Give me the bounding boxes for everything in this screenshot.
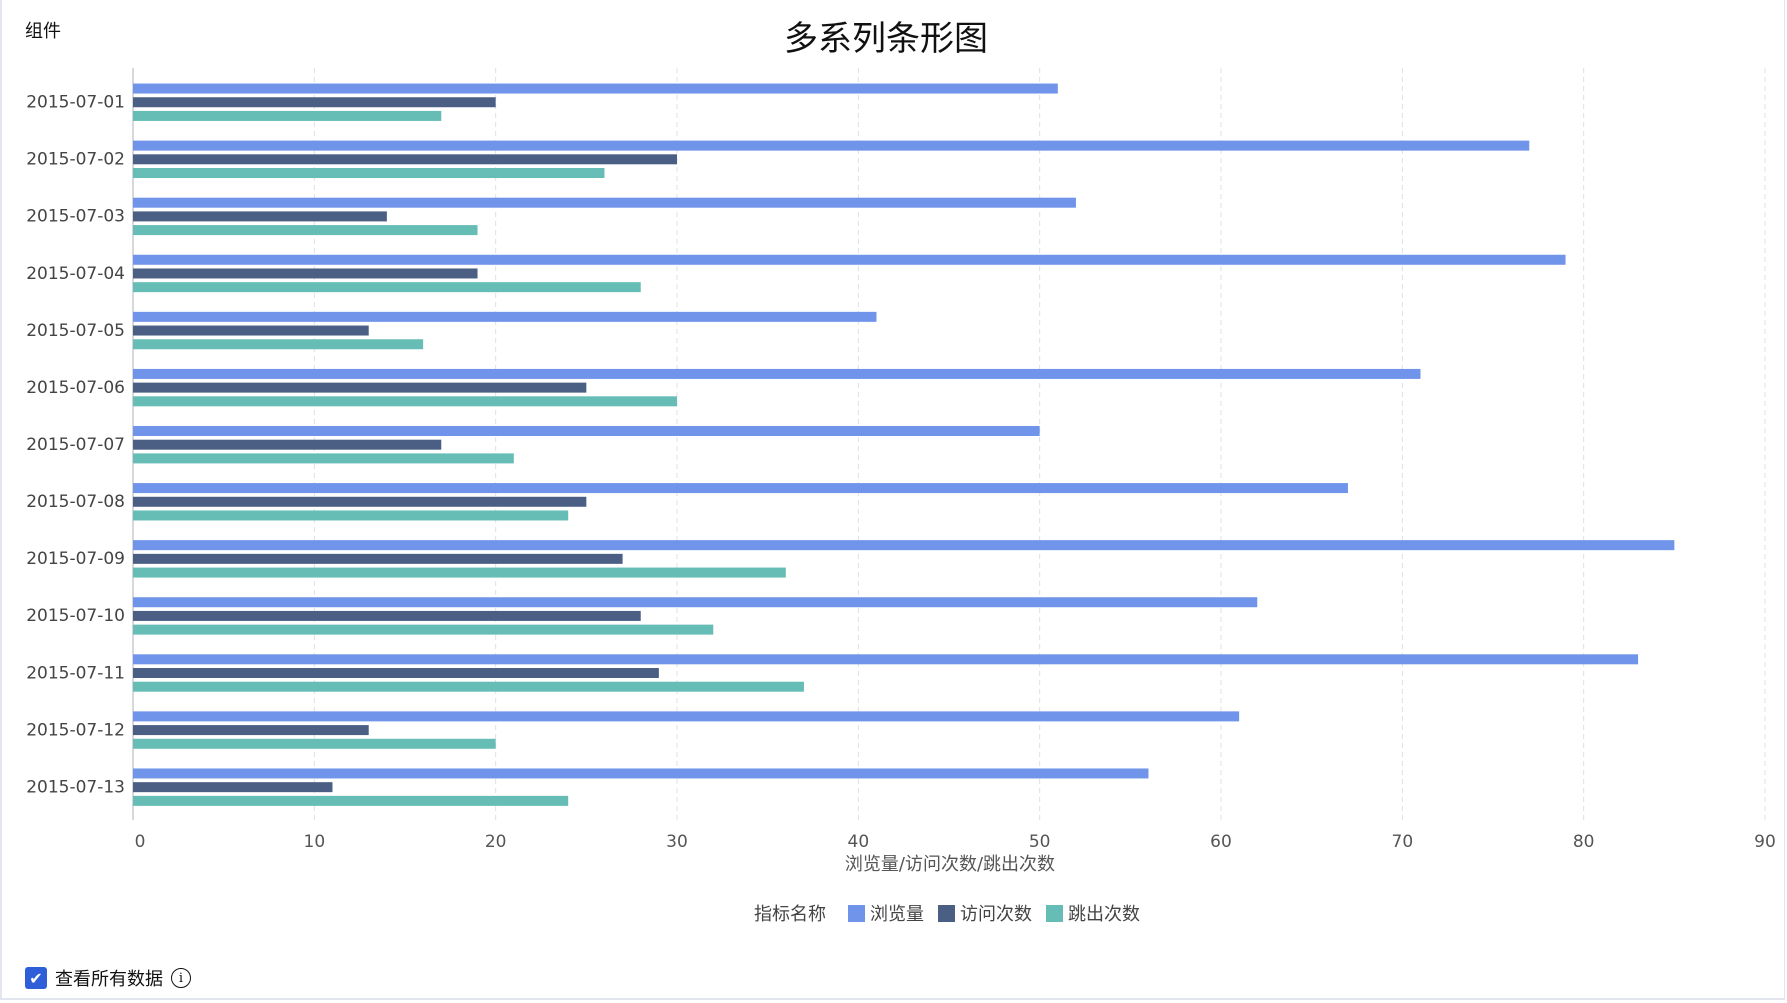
info-icon[interactable]: i xyxy=(171,968,191,988)
x-tick-label: 50 xyxy=(1029,832,1051,852)
bar-2015-07-06-0[interactable] xyxy=(133,368,1421,379)
checkbox-checked-icon[interactable]: ✔ xyxy=(25,967,47,989)
bar-2015-07-12-0[interactable] xyxy=(133,711,1240,722)
bar-2015-07-07-1[interactable] xyxy=(133,439,442,450)
bar-2015-07-02-1[interactable] xyxy=(133,154,677,165)
y-tick-label: 2015-07-10 xyxy=(26,606,125,626)
bar-2015-07-04-0[interactable] xyxy=(133,254,1566,265)
legend-item-visits[interactable]: 访问次数 xyxy=(938,900,1032,926)
x-tick-label: 90 xyxy=(1754,832,1776,852)
bar-2015-07-09-2[interactable] xyxy=(133,567,786,578)
y-tick-label: 2015-07-06 xyxy=(26,378,125,398)
bar-2015-07-13-0[interactable] xyxy=(133,768,1149,779)
bar-2015-07-10-2[interactable] xyxy=(133,624,714,635)
bar-2015-07-09-1[interactable] xyxy=(133,553,623,564)
y-tick-label: 2015-07-13 xyxy=(26,777,125,797)
bar-2015-07-07-2[interactable] xyxy=(133,453,514,464)
bar-2015-07-08-0[interactable] xyxy=(133,483,1348,494)
legend-swatch xyxy=(938,904,955,922)
bar-2015-07-04-1[interactable] xyxy=(133,268,478,279)
legend-label: 浏览量 xyxy=(870,904,924,925)
legend-swatch xyxy=(848,904,865,922)
bar-2015-07-02-0[interactable] xyxy=(133,140,1530,151)
legend-label: 访问次数 xyxy=(960,904,1032,925)
bar-2015-07-06-1[interactable] xyxy=(133,382,587,393)
bar-2015-07-02-2[interactable] xyxy=(133,168,605,179)
view-all-data-label: 查看所有数据 xyxy=(55,969,163,990)
bar-2015-07-05-1[interactable] xyxy=(133,325,369,336)
legend-swatch xyxy=(1046,904,1063,922)
y-tick-label: 2015-07-09 xyxy=(26,549,125,569)
chart-title: 多系列条形图 xyxy=(784,19,988,59)
y-tick-label: 2015-07-03 xyxy=(26,207,125,227)
bar-2015-07-07-0[interactable] xyxy=(133,426,1040,436)
bar-2015-07-01-2[interactable] xyxy=(133,110,442,121)
x-tick-label: 40 xyxy=(848,832,870,852)
bar-2015-07-12-1[interactable] xyxy=(133,725,369,736)
bar-2015-07-12-2[interactable] xyxy=(133,738,496,749)
bar-2015-07-10-1[interactable] xyxy=(133,610,641,621)
bar-2015-07-11-2[interactable] xyxy=(133,681,804,692)
y-tick-label: 2015-07-04 xyxy=(26,264,125,284)
y-tick-label: 2015-07-07 xyxy=(26,435,125,455)
x-tick-label: 20 xyxy=(485,832,507,852)
y-tick-label: 2015-07-11 xyxy=(26,663,125,683)
bar-2015-07-05-0[interactable] xyxy=(133,311,877,322)
bar-2015-07-06-2[interactable] xyxy=(133,396,677,407)
bar-2015-07-08-2[interactable] xyxy=(133,510,569,521)
component-label: 组件 xyxy=(25,21,61,42)
bar-2015-07-04-2[interactable] xyxy=(133,282,641,293)
bar-2015-07-09-0[interactable] xyxy=(133,540,1675,551)
y-tick-label: 2015-07-05 xyxy=(26,321,125,341)
bar-2015-07-03-0[interactable] xyxy=(133,197,1076,208)
bar-2015-07-11-0[interactable] xyxy=(133,654,1639,665)
legend-title: 指标名称 xyxy=(754,904,826,925)
x-tick-label: 80 xyxy=(1573,832,1595,852)
bar-2015-07-10-0[interactable] xyxy=(133,597,1258,608)
bar-2015-07-13-2[interactable] xyxy=(133,795,569,806)
bar-2015-07-08-1[interactable] xyxy=(133,496,587,507)
x-tick-label: 60 xyxy=(1210,832,1232,852)
bar-2015-07-11-1[interactable] xyxy=(133,668,659,679)
bar-2015-07-13-1[interactable] xyxy=(133,782,333,793)
bar-2015-07-01-1[interactable] xyxy=(133,97,496,108)
bar-2015-07-03-1[interactable] xyxy=(133,211,387,222)
y-tick-label: 2015-07-12 xyxy=(26,720,125,740)
x-tick-label: 10 xyxy=(304,832,326,852)
y-tick-label: 2015-07-01 xyxy=(26,93,125,113)
bar-2015-07-05-2[interactable] xyxy=(133,339,424,350)
y-tick-label: 2015-07-08 xyxy=(26,492,125,512)
x-tick-label: 70 xyxy=(1392,832,1414,852)
legend-item-bounces[interactable]: 跳出次数 xyxy=(1046,900,1140,926)
y-tick-label: 2015-07-02 xyxy=(26,150,125,170)
x-tick-label: 30 xyxy=(666,832,688,852)
legend: 指标名称 浏览量 访问次数 跳出次数 xyxy=(0,900,1787,926)
view-all-data-toggle[interactable]: ✔ 查看所有数据 i xyxy=(25,965,191,991)
bar-2015-07-01-0[interactable] xyxy=(133,83,1058,94)
legend-label: 跳出次数 xyxy=(1068,904,1140,925)
x-tick-label: 0 xyxy=(135,832,146,852)
legend-item-pageviews[interactable]: 浏览量 xyxy=(848,900,924,926)
bar-2015-07-03-2[interactable] xyxy=(133,225,478,236)
x-axis-label: 浏览量/访问次数/跳出次数 xyxy=(845,854,1055,875)
